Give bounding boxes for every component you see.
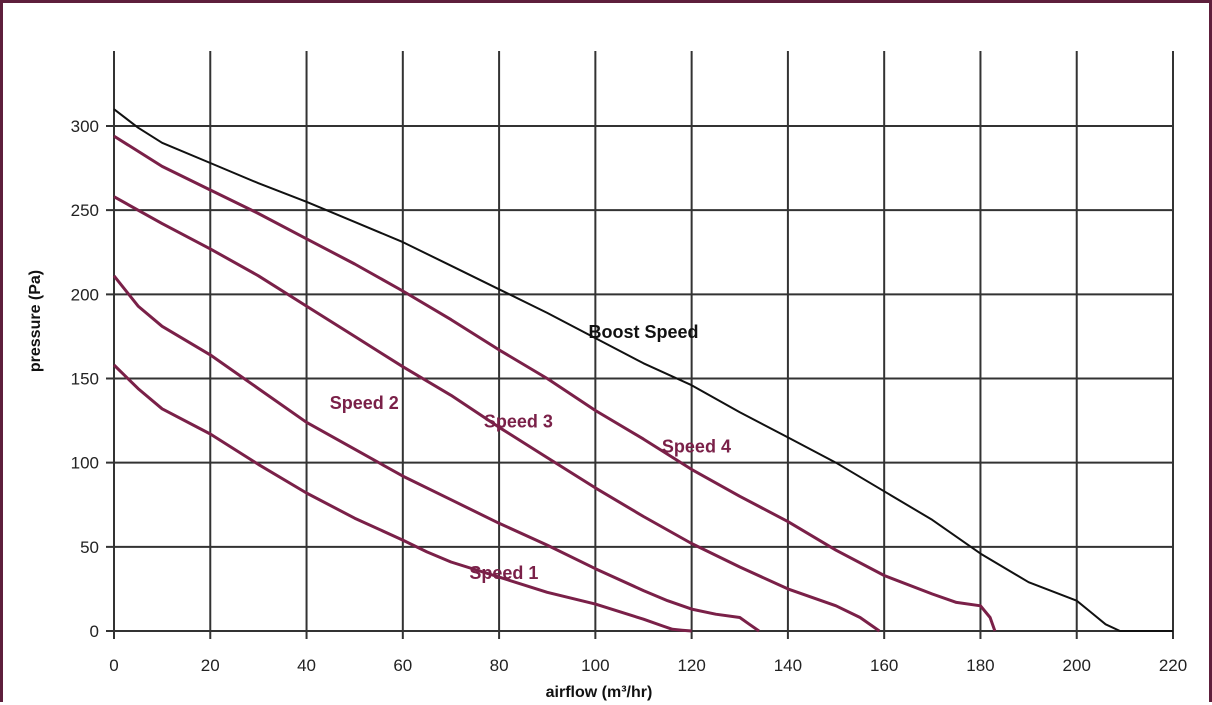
series-label-speed-4: Speed 4 (662, 437, 731, 457)
x-tick-label: 200 (1063, 656, 1091, 675)
x-tick-label: 140 (774, 656, 802, 675)
y-tick-label: 150 (71, 370, 99, 389)
series-label-speed-1: Speed 1 (469, 563, 538, 583)
y-tick-label: 100 (71, 454, 99, 473)
y-tick-label: 200 (71, 285, 99, 304)
series-label-boost-speed: Boost Speed (588, 322, 698, 342)
series-line-boost-speed (113, 108, 1173, 632)
y-tick-label: 50 (80, 538, 99, 557)
series-label-speed-2: Speed 2 (330, 393, 399, 413)
y-tick-labels: 0 50 100 150 200 250 300 (71, 117, 99, 641)
series-line-speed-2 (112, 274, 760, 633)
grid (106, 51, 1174, 639)
series-label-speed-3: Speed 3 (484, 411, 553, 431)
y-tick-label: 300 (71, 117, 99, 136)
y-tick-label: 250 (71, 201, 99, 220)
x-tick-label: 0 (109, 656, 118, 675)
series-labels: Speed 1 Speed 2 Speed 3 Speed 4 Boost Speed (330, 322, 731, 583)
series-line-speed-4 (113, 134, 997, 632)
y-axis-title: pressure (Pa) (27, 270, 44, 372)
series-lines (112, 108, 1173, 633)
x-tick-labels: 0 20 40 60 80 100 120 140 160 180 200 220 (109, 656, 1187, 675)
x-tick-label: 60 (393, 656, 412, 675)
x-tick-label: 40 (297, 656, 316, 675)
x-tick-label: 180 (966, 656, 994, 675)
x-tick-label: 160 (870, 656, 898, 675)
series-line-speed-1 (112, 363, 692, 633)
x-tick-label: 220 (1159, 656, 1187, 675)
y-tick-label: 0 (90, 622, 99, 641)
x-tick-label: 80 (490, 656, 509, 675)
x-axis-title: airflow (m³/hr) (546, 684, 653, 701)
series-line-speed-3 (113, 195, 881, 633)
x-tick-label: 20 (201, 656, 220, 675)
x-tick-label: 100 (581, 656, 609, 675)
chart: 0 20 40 60 80 100 120 140 160 180 200 220 0 50 100 150… (27, 51, 1187, 701)
x-tick-label: 120 (677, 656, 705, 675)
